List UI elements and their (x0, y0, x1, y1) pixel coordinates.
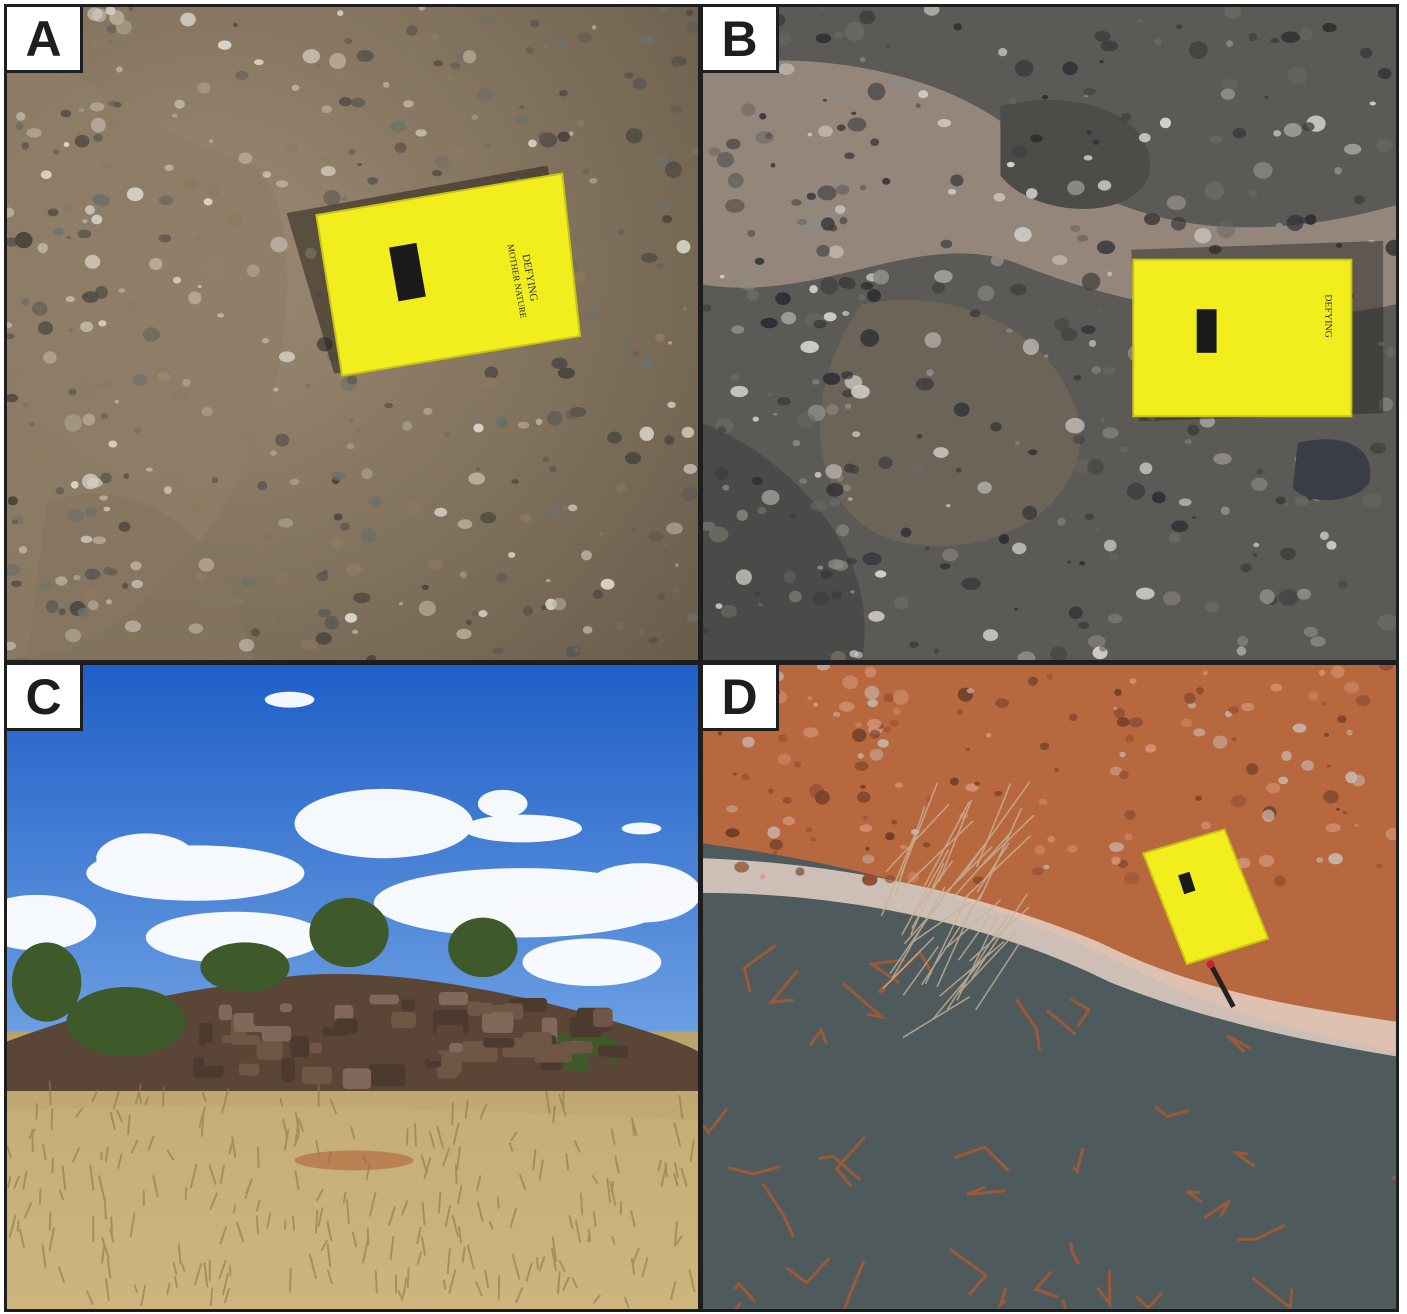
field-notebook (1141, 828, 1270, 1008)
landscape-photo-c (7, 665, 698, 1309)
panel-label-d: D (703, 665, 779, 731)
joint-cracks (703, 944, 1396, 1309)
dry-grass (880, 780, 1035, 1039)
panel-label-b: B (703, 7, 779, 73)
panel-label-a: A (7, 7, 83, 73)
photo-panel-d: D (700, 662, 1399, 1312)
conglomerate-photo-a: DEFYING MOTHER NATURE (7, 7, 698, 660)
notebook-brand-b: DEFYING (1323, 294, 1334, 337)
boulders (193, 992, 629, 1090)
field-notebook: DEFYING (1132, 258, 1353, 418)
photo-panel-a: DEFYING MOTHER NATURE A (4, 4, 701, 663)
field-notebook: DEFYING MOTHER NATURE (315, 172, 582, 377)
pebble-texture (703, 7, 1396, 660)
clouds (7, 691, 698, 987)
conglomerate-photo-b: DEFYING (703, 7, 1396, 660)
photo-panel-c: C (4, 662, 701, 1312)
pebble-texture (717, 665, 1396, 887)
photo-panel-b: DEFYING B (700, 4, 1399, 663)
outcrop-photo-d (703, 665, 1396, 1309)
grass-tufts (7, 1080, 696, 1309)
panel-label-c: C (7, 665, 83, 731)
